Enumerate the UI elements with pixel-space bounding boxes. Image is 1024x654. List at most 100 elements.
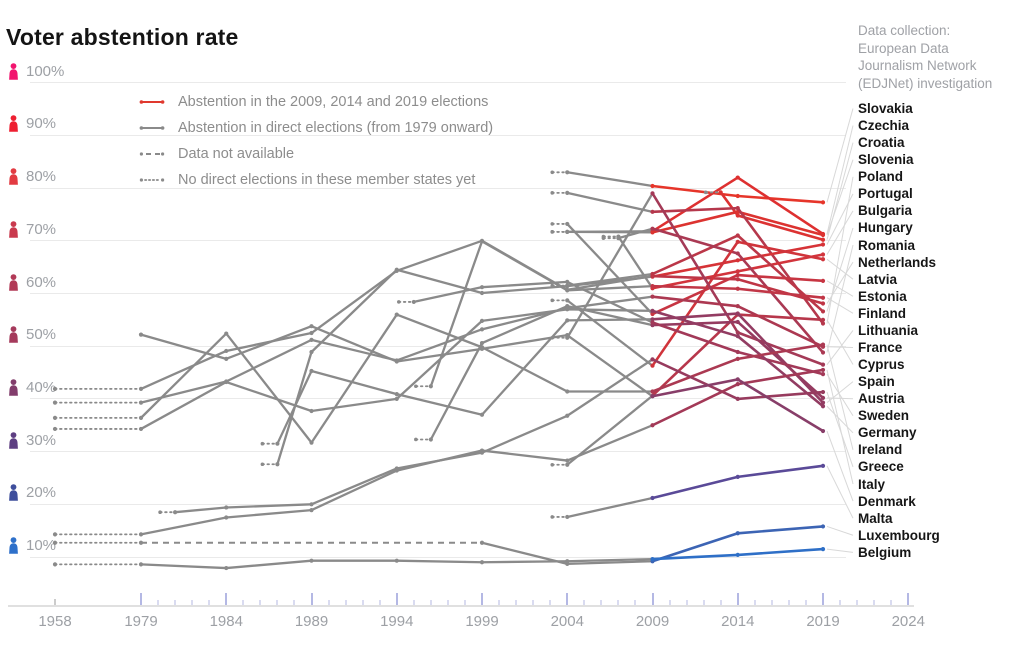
- series-dot-france-2014: [735, 304, 740, 309]
- x-axis-tick-minor: [174, 600, 177, 605]
- series-dot-malta-2019: [820, 463, 826, 468]
- series-dot-belgium-1979: [138, 562, 144, 567]
- legend-label: Abstention in the 2009, 2014 and 2019 el…: [178, 94, 489, 110]
- x-axis-label-1994: 1994: [380, 613, 414, 630]
- leader-line-ireland: [826, 344, 854, 451]
- series-dot-bulgaria-2019: [820, 252, 826, 257]
- country-label-slovakia: Slovakia: [858, 101, 913, 116]
- x-axis-label-1979: 1979: [124, 613, 158, 630]
- series-dot-greece-2009: [650, 357, 655, 362]
- x-axis-tick-major: [310, 593, 313, 605]
- dotted-pre-dot: [52, 386, 58, 391]
- series-dot-belgium-1994: [394, 558, 399, 563]
- series-dot-france-1999: [479, 327, 485, 332]
- x-axis-tick-minor: [532, 600, 535, 605]
- legend-label: No direct elections in these member stat…: [178, 172, 476, 188]
- x-axis-tick-minor: [617, 600, 620, 605]
- series-dot-luxembourg-1999: [479, 540, 485, 545]
- country-label-lithuania: Lithuania: [858, 322, 918, 338]
- series-dot-ireland-1989: [309, 440, 314, 445]
- series-dot-romania-2007: [616, 236, 621, 241]
- series-dot-sweden-2009: [650, 320, 655, 325]
- series-dot-malta-2004: [565, 514, 570, 520]
- series-dot-latvia-2019: [820, 257, 826, 262]
- y-axis-label-90: 90%: [26, 115, 57, 133]
- series-dot-denmark-2004: [565, 333, 570, 338]
- series-dot-poland-2004: [565, 190, 570, 195]
- series-dot-italy-1979: [138, 532, 144, 537]
- x-axis-tick-minor: [515, 600, 518, 605]
- x-axis-label-2014: 2014: [721, 613, 755, 630]
- leader-line-italy: [826, 369, 854, 485]
- series-line-gray-sweden: [413, 280, 653, 324]
- series-dot-denmark-1999: [479, 346, 485, 351]
- x-axis-tick-minor: [668, 600, 671, 605]
- series-dot-finland-1999: [479, 239, 485, 244]
- series-dot-malta-2014: [735, 474, 740, 479]
- leader-line-czechia: [826, 125, 854, 235]
- country-label-austria: Austria: [858, 391, 905, 407]
- series-line-gray-portugal: [276, 268, 653, 465]
- country-label-sweden: Sweden: [858, 408, 910, 424]
- country-label-cyprus: Cyprus: [858, 357, 905, 373]
- x-axis-label-1958: 1958: [38, 613, 72, 630]
- series-dot-slovenia-2019: [820, 232, 826, 238]
- legend-item-data-not-available: Data not available: [138, 145, 294, 163]
- dotted-prefix-dot: [550, 230, 555, 234]
- country-label-estonia: Estonia: [858, 288, 907, 304]
- series-dot-belgium-1999: [479, 560, 485, 565]
- gridline-100: [30, 82, 846, 84]
- country-label-italy: Italy: [858, 476, 886, 492]
- series-dot-cyprus-2019: [820, 317, 826, 322]
- x-axis-tick-major: [907, 593, 910, 605]
- series-dot-finland-2004: [565, 288, 570, 293]
- dotted-pre-dot: [52, 400, 58, 405]
- country-label-croatia: Croatia: [858, 135, 905, 151]
- dotted-prefix-dot: [414, 437, 418, 442]
- y-axis-label-80: 80%: [26, 168, 57, 186]
- country-label-hungary: Hungary: [858, 220, 913, 236]
- x-axis-tick-minor: [804, 600, 807, 605]
- country-label-ireland: Ireland: [858, 442, 903, 458]
- series-line-colored-denmark: [652, 378, 824, 433]
- series-dot-denmark-1979: [138, 332, 144, 337]
- gridline-80: [30, 187, 846, 189]
- x-axis-label-1989: 1989: [294, 613, 329, 630]
- x-axis-tick-major: [822, 593, 824, 605]
- red-line-swatch-icon: [139, 100, 165, 104]
- series-dot-estonia-2004: [565, 221, 570, 227]
- x-axis-tick-minor: [293, 600, 296, 605]
- country-label-luxembourg: Luxembourg: [858, 527, 940, 543]
- series-dot-hungary-2014: [735, 233, 740, 238]
- series-line-gray-malta: [567, 496, 653, 519]
- gridline-20: [30, 503, 846, 505]
- person-icon: [9, 168, 18, 185]
- series-dot-portugal-2014: [735, 258, 740, 263]
- series-dot-greece-1984: [224, 505, 229, 510]
- series-dot-poland-2019: [820, 321, 826, 326]
- series-dot-italy-1994: [394, 468, 399, 473]
- dotted-prefix-dot: [397, 300, 401, 304]
- dotted-prefix-dot: [158, 510, 162, 515]
- y-axis-label-70: 70%: [26, 220, 57, 238]
- y-axis-label-20: 20%: [26, 484, 57, 502]
- dotted-prefix-dot: [550, 170, 555, 175]
- x-axis-label-1984: 1984: [209, 613, 243, 630]
- series-dot-germany-2014: [735, 334, 740, 339]
- y-axis-label-30: 30%: [26, 431, 57, 449]
- leader-line-greece: [826, 391, 854, 468]
- x-axis-tick-minor: [327, 600, 330, 605]
- country-label-romania: Romania: [858, 237, 916, 253]
- x-axis-tick-major: [225, 593, 228, 605]
- series-dot-ireland-1994: [394, 312, 399, 317]
- series-line-gray-ireland: [140, 313, 653, 444]
- series-dot-luxembourg-2014: [735, 531, 740, 536]
- x-axis-label-1999: 1999: [465, 613, 499, 630]
- person-icon: [9, 431, 18, 449]
- leader-line-portugal: [826, 193, 854, 245]
- series-dot-spain-1987: [275, 441, 280, 446]
- dotted-prefix-dot: [703, 190, 708, 195]
- series-dot-netherlands-2014: [735, 277, 740, 282]
